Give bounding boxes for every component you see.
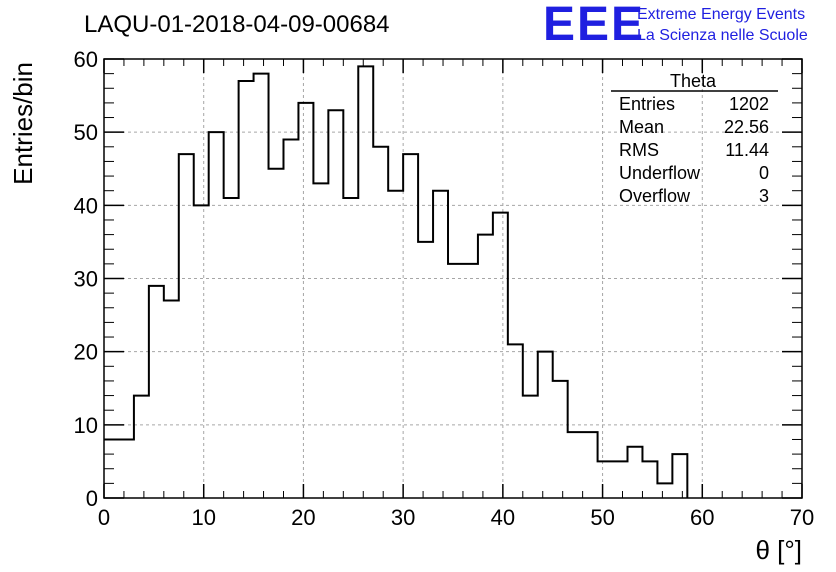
y-tick-label: 0 xyxy=(86,486,98,511)
logo: EEE Extreme Energy Events La Scienza nel… xyxy=(543,0,808,51)
stats-row-value: 11.44 xyxy=(725,140,769,160)
y-tick-label: 40 xyxy=(74,193,98,218)
x-tick-label: 60 xyxy=(690,505,714,530)
logo-line-2: La Scienza nelle Scuole xyxy=(637,27,808,44)
histogram-line xyxy=(104,65,689,498)
stats-row-label: Underflow xyxy=(619,163,701,183)
y-axis-title: Entries/bin xyxy=(8,62,38,185)
x-tick-label: 40 xyxy=(491,505,515,530)
stats-row-label: RMS xyxy=(619,140,659,160)
stats-row-value: 0 xyxy=(759,163,769,183)
logo-mark: EEE xyxy=(543,0,645,51)
stats-row-label: Entries xyxy=(619,94,675,114)
logo-line-1: Extreme Energy Events xyxy=(637,6,805,23)
x-tick-labels: 0 10 20 30 40 50 60 70 xyxy=(98,505,814,530)
x-tick-label: 70 xyxy=(790,505,814,530)
x-tick-label: 10 xyxy=(191,505,215,530)
y-tick-label: 10 xyxy=(74,413,98,438)
y-tick-label: 20 xyxy=(74,340,98,365)
grid xyxy=(104,59,802,498)
stats-rows: Entries 1202 Mean 22.56 RMS 11.44 Underflow 0 Ov… xyxy=(619,94,769,206)
x-axis-title: θ [°] xyxy=(755,535,802,565)
x-tick-label: 20 xyxy=(291,505,315,530)
x-tick-label: 30 xyxy=(391,505,415,530)
stats-row-value: 3 xyxy=(759,186,769,206)
x-tick-label: 0 xyxy=(98,505,110,530)
y-tick-label: 60 xyxy=(74,47,98,72)
y-tick-label: 30 xyxy=(74,267,98,292)
x-tick-label: 50 xyxy=(590,505,614,530)
chart-title: LAQU-01-2018-04-09-00684 xyxy=(84,11,390,38)
stats-row-value: 1202 xyxy=(729,94,769,114)
stats-row-label: Mean xyxy=(619,117,664,137)
stats-row-value: 22.56 xyxy=(724,117,769,137)
axis-ticks xyxy=(103,58,803,499)
y-tick-labels: 0 10 20 30 40 50 60 xyxy=(74,47,98,511)
stats-title: Theta xyxy=(670,71,717,91)
y-tick-label: 50 xyxy=(74,120,98,145)
stats-box: Theta Entries 1202 Mean 22.56 RMS 11.44 Underf… xyxy=(611,71,778,206)
stats-row-label: Overflow xyxy=(619,186,691,206)
